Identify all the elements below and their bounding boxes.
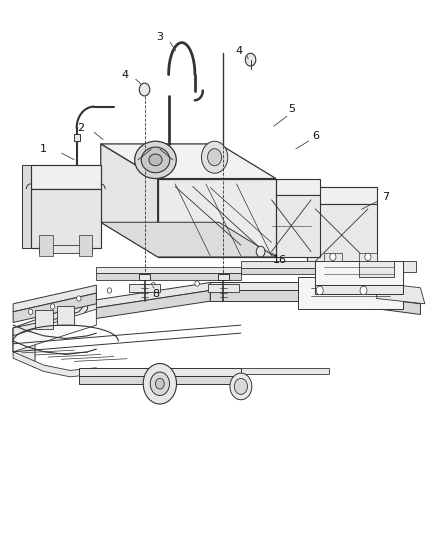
- Circle shape: [365, 253, 371, 261]
- Polygon shape: [39, 235, 53, 256]
- Polygon shape: [139, 274, 150, 280]
- Text: 4: 4: [121, 70, 128, 79]
- Polygon shape: [324, 253, 342, 261]
- Polygon shape: [22, 165, 31, 248]
- Polygon shape: [13, 293, 96, 322]
- Circle shape: [139, 83, 150, 96]
- Circle shape: [234, 378, 247, 394]
- Circle shape: [256, 246, 265, 257]
- Circle shape: [330, 253, 336, 261]
- Polygon shape: [57, 306, 74, 325]
- Circle shape: [150, 372, 170, 395]
- Polygon shape: [263, 179, 320, 195]
- Polygon shape: [342, 261, 416, 272]
- Text: 6: 6: [312, 131, 319, 141]
- Polygon shape: [13, 285, 96, 312]
- Text: 1: 1: [40, 144, 47, 154]
- Polygon shape: [31, 189, 101, 248]
- Circle shape: [155, 378, 164, 389]
- Polygon shape: [88, 290, 210, 320]
- Polygon shape: [208, 284, 239, 292]
- Circle shape: [143, 364, 177, 404]
- Circle shape: [230, 373, 252, 400]
- Circle shape: [201, 141, 228, 173]
- Text: 4: 4: [235, 46, 242, 55]
- Polygon shape: [96, 273, 241, 280]
- Polygon shape: [101, 222, 276, 257]
- Polygon shape: [13, 328, 35, 368]
- Ellipse shape: [141, 147, 170, 173]
- Polygon shape: [307, 204, 377, 266]
- Circle shape: [316, 286, 323, 295]
- Polygon shape: [88, 282, 210, 309]
- Polygon shape: [218, 274, 229, 280]
- Polygon shape: [13, 301, 88, 336]
- Polygon shape: [31, 165, 101, 189]
- Polygon shape: [298, 277, 403, 309]
- Polygon shape: [13, 309, 96, 352]
- Polygon shape: [158, 179, 276, 257]
- Polygon shape: [359, 296, 420, 314]
- Polygon shape: [101, 144, 158, 257]
- Polygon shape: [315, 285, 403, 294]
- Circle shape: [208, 149, 222, 166]
- Polygon shape: [210, 282, 403, 290]
- Polygon shape: [377, 282, 425, 304]
- Text: 5: 5: [288, 104, 295, 114]
- Polygon shape: [35, 310, 53, 329]
- Polygon shape: [101, 144, 276, 179]
- Circle shape: [50, 304, 55, 309]
- Polygon shape: [263, 195, 320, 257]
- Polygon shape: [241, 268, 372, 274]
- Polygon shape: [39, 245, 92, 253]
- Polygon shape: [13, 352, 96, 377]
- Circle shape: [245, 53, 256, 66]
- Polygon shape: [74, 134, 80, 141]
- Text: 2: 2: [78, 123, 85, 133]
- Polygon shape: [359, 261, 394, 277]
- Polygon shape: [241, 261, 372, 268]
- Circle shape: [195, 281, 199, 286]
- Polygon shape: [13, 309, 88, 352]
- Polygon shape: [210, 290, 403, 301]
- Circle shape: [107, 288, 112, 293]
- Text: 16: 16: [273, 255, 287, 264]
- Ellipse shape: [134, 141, 176, 179]
- Polygon shape: [96, 266, 241, 273]
- Polygon shape: [79, 235, 92, 256]
- Circle shape: [360, 286, 367, 295]
- Circle shape: [151, 282, 155, 288]
- Polygon shape: [315, 261, 403, 285]
- Polygon shape: [79, 376, 241, 384]
- Ellipse shape: [149, 154, 162, 166]
- Polygon shape: [129, 284, 160, 292]
- Polygon shape: [61, 290, 96, 322]
- Circle shape: [28, 309, 33, 314]
- Polygon shape: [307, 187, 377, 204]
- Polygon shape: [359, 282, 420, 304]
- Circle shape: [77, 296, 81, 301]
- Polygon shape: [13, 301, 88, 336]
- Text: 3: 3: [156, 33, 163, 42]
- Polygon shape: [241, 368, 328, 374]
- Text: 8: 8: [152, 289, 159, 299]
- Text: 7: 7: [382, 192, 389, 202]
- Polygon shape: [79, 368, 241, 376]
- Polygon shape: [359, 253, 377, 261]
